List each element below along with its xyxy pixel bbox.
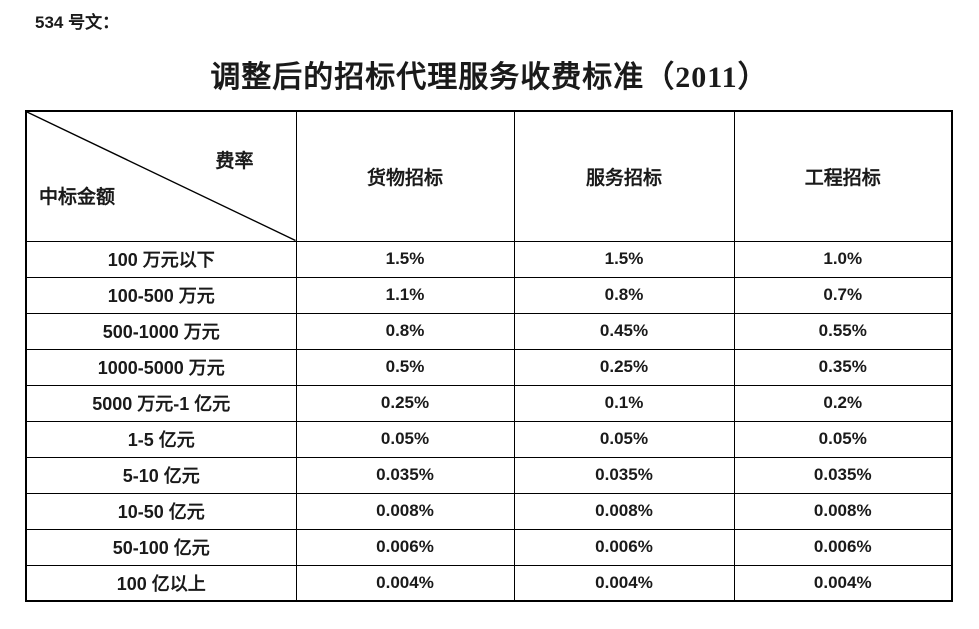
table-row: 5000 万元-1 亿元 0.25% 0.1% 0.2% <box>25 384 953 422</box>
corner-label-bid-amount: 中标金额 <box>39 186 116 208</box>
rate-value-cell: 0.006% <box>513 528 735 566</box>
amount-range-cell: 100-500 万元 <box>25 276 297 314</box>
amount-range-cell: 1-5 亿元 <box>25 420 297 458</box>
rate-value-cell: 0.006% <box>733 528 953 566</box>
table-row: 500-1000 万元 0.8% 0.45% 0.55% <box>25 312 953 350</box>
table-row: 1-5 亿元 0.05% 0.05% 0.05% <box>25 420 953 458</box>
rate-value-cell: 0.004% <box>295 564 515 602</box>
rate-value-cell: 0.035% <box>733 456 953 494</box>
rate-value-cell: 0.8% <box>513 276 735 314</box>
rate-value-cell: 0.05% <box>295 420 515 458</box>
table-row: 1000-5000 万元 0.5% 0.25% 0.35% <box>25 348 953 386</box>
amount-range-cell: 50-100 亿元 <box>25 528 297 566</box>
rate-value-cell: 0.25% <box>513 348 735 386</box>
rate-value-cell: 1.0% <box>733 240 953 278</box>
rate-value-cell: 0.05% <box>513 420 735 458</box>
rate-value-cell: 0.8% <box>295 312 515 350</box>
rate-value-cell: 0.35% <box>733 348 953 386</box>
amount-range-cell: 100 亿以上 <box>25 564 297 602</box>
rate-value-cell: 0.25% <box>295 384 515 422</box>
rate-value-cell: 0.035% <box>513 456 735 494</box>
header-row: 费率 中标金额 货物招标 服务招标 工程招标 <box>25 110 953 242</box>
amount-range-cell: 5-10 亿元 <box>25 456 297 494</box>
amount-range-cell: 1000-5000 万元 <box>25 348 297 386</box>
amount-range-cell: 5000 万元-1 亿元 <box>25 384 297 422</box>
table-row: 50-100 亿元 0.006% 0.006% 0.006% <box>25 528 953 566</box>
table-row: 5-10 亿元 0.035% 0.035% 0.035% <box>25 456 953 494</box>
table-row: 100 亿以上 0.004% 0.004% 0.004% <box>25 564 953 602</box>
fee-standards-table: 费率 中标金额 货物招标 服务招标 工程招标 100 万元以下 1.5% 1.5% 1… <box>25 110 953 602</box>
rate-value-cell: 0.45% <box>513 312 735 350</box>
corner-label-rate: 费率 <box>215 151 254 172</box>
column-header-goods-bidding: 货物招标 <box>295 110 515 242</box>
diagonal-divider-line <box>27 112 296 241</box>
rate-value-cell: 0.008% <box>513 492 735 530</box>
amount-range-cell: 100 万元以下 <box>25 240 297 278</box>
rate-value-cell: 0.1% <box>513 384 735 422</box>
rate-value-cell: 1.5% <box>295 240 515 278</box>
document-number-label: 534 号文： <box>35 13 120 32</box>
rate-value-cell: 0.008% <box>733 492 953 530</box>
rate-value-cell: 0.006% <box>295 528 515 566</box>
rate-value-cell: 1.1% <box>295 276 515 314</box>
column-header-engineering-bidding: 工程招标 <box>733 110 953 242</box>
rate-value-cell: 0.008% <box>295 492 515 530</box>
amount-range-cell: 10-50 亿元 <box>25 492 297 530</box>
rate-value-cell: 0.55% <box>733 312 953 350</box>
table-row: 10-50 亿元 0.008% 0.008% 0.008% <box>25 492 953 530</box>
amount-range-cell: 500-1000 万元 <box>25 312 297 350</box>
table-row: 100 万元以下 1.5% 1.5% 1.0% <box>25 240 953 278</box>
diagonal-corner-cell: 费率 中标金额 <box>25 110 297 242</box>
rate-value-cell: 0.004% <box>513 564 735 602</box>
column-header-service-bidding: 服务招标 <box>513 110 735 242</box>
page-title: 调整后的招标代理服务收费标准（2011） <box>210 61 769 94</box>
rate-value-cell: 0.2% <box>733 384 953 422</box>
rate-value-cell: 0.7% <box>733 276 953 314</box>
table-row: 100-500 万元 1.1% 0.8% 0.7% <box>25 276 953 314</box>
rate-value-cell: 0.05% <box>733 420 953 458</box>
rate-value-cell: 0.5% <box>295 348 515 386</box>
rate-value-cell: 0.004% <box>733 564 953 602</box>
rate-value-cell: 1.5% <box>513 240 735 278</box>
table-body: 100 万元以下 1.5% 1.5% 1.0% 100-500 万元 1.1% 0.8% 0.… <box>25 240 953 602</box>
rate-value-cell: 0.035% <box>295 456 515 494</box>
